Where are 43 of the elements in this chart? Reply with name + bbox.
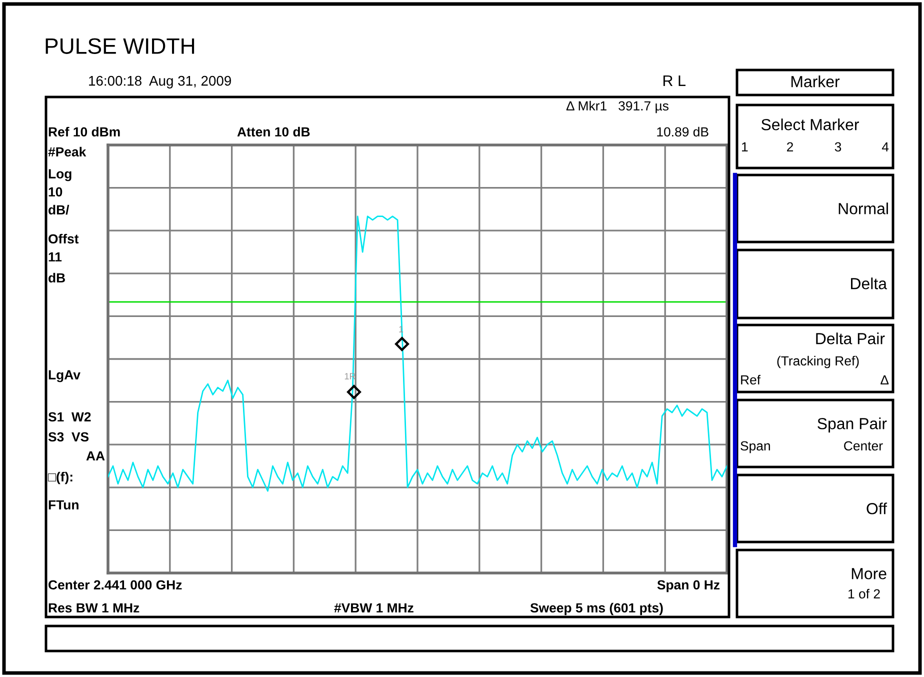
text: Span [740, 441, 770, 454]
text: More [852, 568, 886, 580]
text: (Tracking Ref) [777, 356, 859, 368]
text: Ref [741, 374, 761, 385]
text: S3 VS [48, 432, 89, 442]
text: Span Pair [818, 418, 887, 432]
text: Span 0 Hz [657, 580, 720, 592]
chart-title: PULSE WIDTH [46, 38, 194, 54]
text: Delta Pair [816, 332, 885, 344]
text: R L [663, 75, 686, 86]
text: Atten 10 dB [237, 126, 310, 137]
text: Δ Mkr1 391.7 µs [566, 100, 668, 114]
text: 3 [834, 142, 842, 152]
text: 2 [786, 142, 794, 152]
text: Marker [791, 76, 840, 88]
text: Select Marker [761, 118, 859, 130]
text: Off [866, 502, 888, 514]
text: 1 of 2 [848, 588, 880, 599]
text: 16:00:18 Aug 31, 2009 [89, 76, 231, 88]
text: #Peak [48, 146, 86, 157]
text: LgAv [48, 370, 80, 382]
text: 10.89 dB [657, 126, 708, 137]
text: 1 [742, 142, 748, 152]
text: Res BW 1 MHz [48, 603, 140, 613]
text: Log [48, 169, 72, 182]
text: #VBW 1 MHz [334, 603, 414, 612]
text: dB [48, 272, 65, 283]
text: Sweep 5 ms (601 pts) [530, 602, 663, 616]
text: 10 [48, 187, 62, 197]
text: Δ [880, 375, 889, 384]
text: Normal [838, 202, 888, 214]
text: Center 2.441 000 GHz [48, 580, 182, 590]
text: Ref 10 dBm [48, 126, 120, 137]
text: Delta [851, 278, 887, 290]
text: S1 W2 [48, 412, 91, 422]
text: Center [844, 441, 883, 451]
text: 4 [882, 142, 889, 152]
text: □(f): [48, 472, 72, 484]
text: 11 [48, 252, 62, 262]
text: Offst [48, 234, 79, 244]
text: dB/ [48, 204, 70, 215]
text: FTun [48, 500, 78, 510]
text: AA [86, 451, 105, 460]
